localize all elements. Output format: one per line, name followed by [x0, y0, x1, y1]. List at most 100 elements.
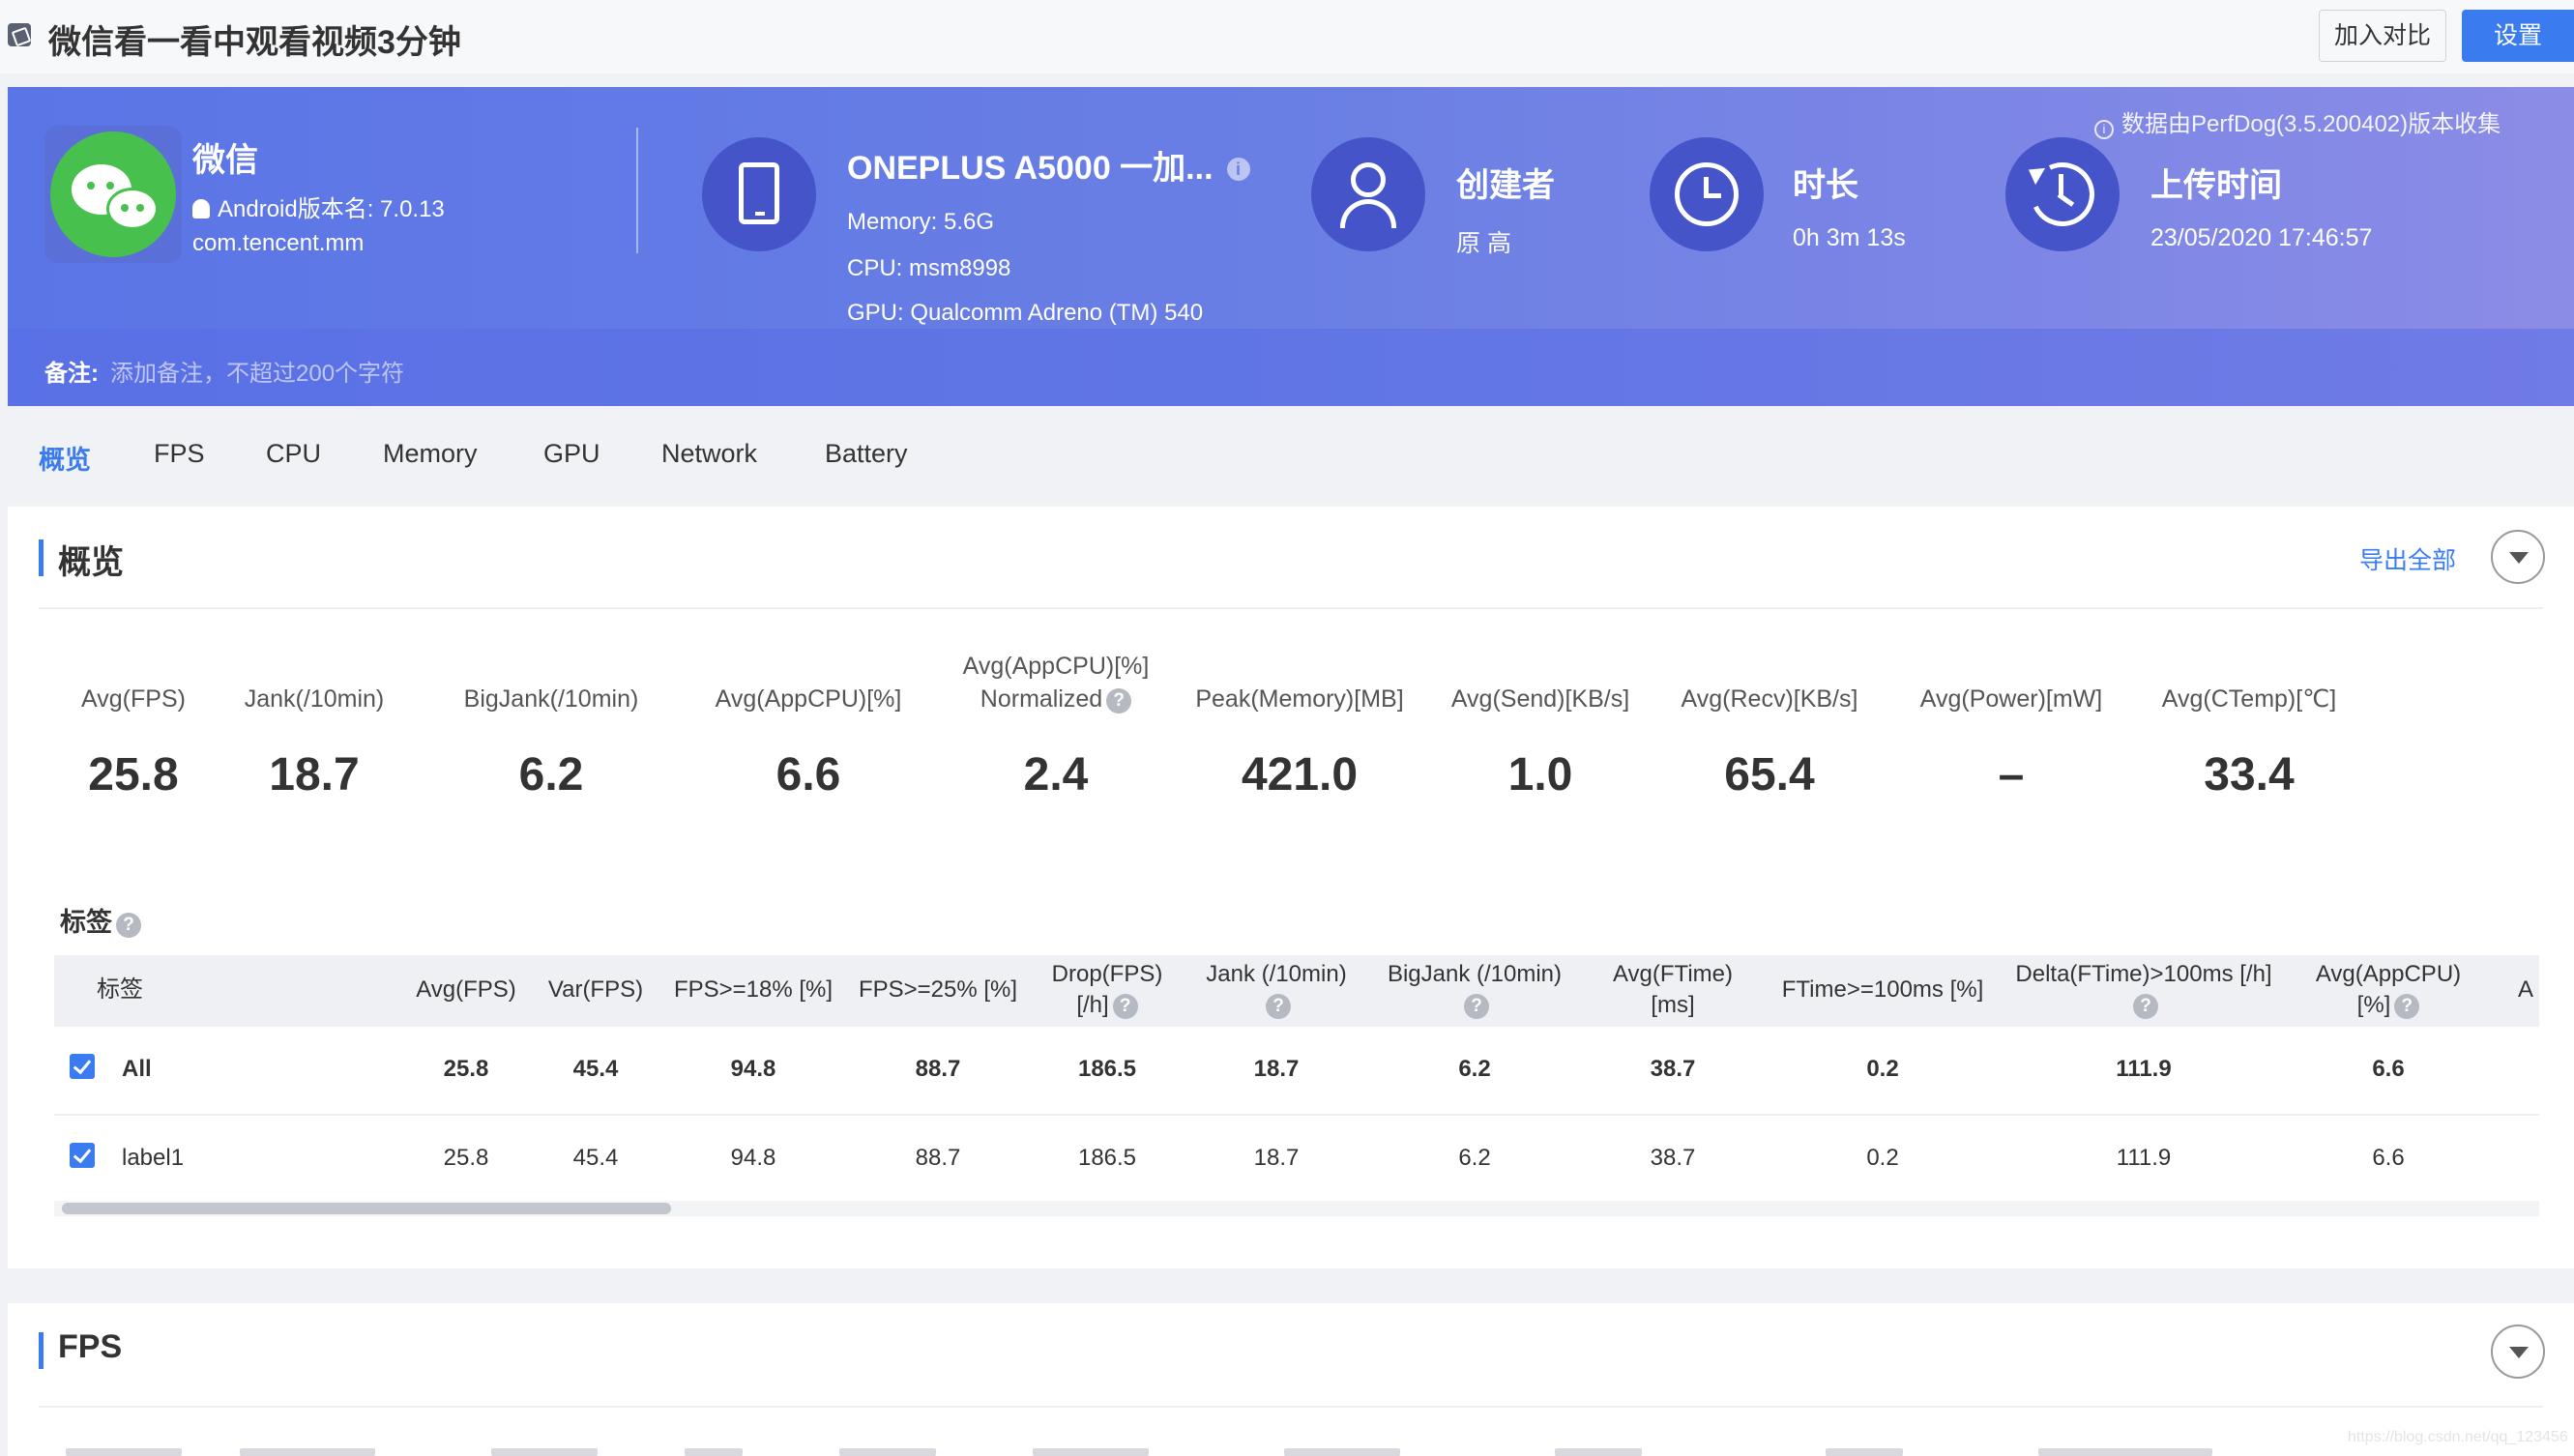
device-name: ONEPLUS A5000 一加... i [847, 141, 1250, 189]
tab-memory[interactable]: Memory [383, 439, 478, 468]
table-header: 标签 Avg(FPS) Var(FPS) FPS>=18% [%] FPS>=25% [… [54, 955, 2539, 1027]
export-all-link[interactable]: 导出全部 [2359, 547, 2457, 574]
metric-label: Avg(Send)[KB/s] [1450, 685, 1630, 713]
metric-label: Avg(AppCPU)[%] Normalized? [962, 653, 1150, 713]
clock-icon [1650, 137, 1764, 251]
collapse-fps-button[interactable] [2491, 1325, 2545, 1379]
table-cell: 94.8 [730, 1056, 776, 1082]
upload-time-label: 上传时间 [2150, 167, 2282, 204]
divider [39, 607, 2543, 609]
add-compare-button[interactable]: 加入对比 [2319, 10, 2446, 62]
device-cpu: CPU: msm8998 [847, 255, 1011, 281]
column-header: A [2517, 976, 2533, 1003]
column-header: Var(FPS) [547, 976, 644, 1003]
clipped-content [491, 1448, 598, 1456]
column-header: FPS>=18% [%] [673, 976, 834, 1003]
metric-value: 1.0 [1507, 749, 1573, 801]
help-icon[interactable]: ? [1106, 688, 1132, 713]
column-header: Jank (/10min)? [1185, 959, 1368, 1021]
column-header: 标签 [97, 976, 143, 1003]
metric-label: Avg(CTemp)[℃] [2161, 685, 2337, 713]
table-cell: 94.8 [730, 1145, 776, 1171]
metric-value: 6.6 [775, 749, 841, 801]
row-checkbox[interactable] [70, 1143, 95, 1168]
perfdog-version-note: i 数据由PerfDog(3.5.200402)版本收集 [2094, 104, 2501, 139]
help-icon[interactable]: ? [2394, 994, 2420, 1019]
device-gpu: GPU: Qualcomm Adreno (TM) 540 [847, 300, 1204, 326]
note-input[interactable]: 添加备注，不超过200个字符 [110, 361, 405, 387]
column-header: Avg(FPS) [416, 976, 516, 1003]
metric-label: Avg(FPS) [81, 685, 186, 713]
horizontal-scrollbar[interactable] [54, 1201, 2539, 1216]
title-bar: 微信看一看中观看视频3分钟 加入对比 设置 [0, 0, 2574, 73]
table-cell: 25.8 [443, 1056, 489, 1082]
info-icon[interactable]: i [1226, 158, 1250, 181]
clipped-content [1284, 1448, 1400, 1456]
table-cell: 18.7 [1253, 1056, 1300, 1082]
tab-battery[interactable]: Battery [825, 439, 908, 468]
metric-label: Avg(AppCPU)[%] [715, 685, 902, 713]
session-info-banner: 微信 Android版本名: 7.0.13 com.tencent.mm ONE… [8, 87, 2574, 406]
table-cell: 186.5 [1077, 1145, 1137, 1171]
table-cell: 45.4 [572, 1056, 619, 1082]
help-icon[interactable]: ? [116, 913, 141, 938]
help-icon[interactable]: ? [1464, 994, 1489, 1019]
clipped-content [685, 1448, 743, 1456]
metric-label: Jank(/10min) [244, 685, 385, 713]
settings-button[interactable]: 设置 [2462, 10, 2574, 62]
page-title: 微信看一看中观看视频3分钟 [48, 24, 461, 61]
table-cell: 6.6 [2372, 1056, 2405, 1082]
metric-value: 18.7 [269, 749, 360, 801]
tab-fps[interactable]: FPS [154, 439, 205, 468]
row-checkbox[interactable] [70, 1054, 95, 1079]
tab-overview[interactable]: 概览 [39, 446, 91, 475]
tags-table: 标签 Avg(FPS) Var(FPS) FPS>=18% [%] FPS>=25% [… [54, 955, 2539, 1236]
tags-title: 标签? [60, 901, 141, 939]
clipped-content [839, 1448, 936, 1456]
creator-value: 原 高 [1456, 230, 1511, 257]
metric-value: 2.4 [1023, 749, 1089, 801]
collapse-overview-button[interactable] [2491, 530, 2545, 584]
help-icon[interactable]: ? [1266, 994, 1291, 1019]
duration-label: 时长 [1793, 167, 1858, 204]
clipped-content [1033, 1448, 1149, 1456]
help-icon[interactable]: ? [2133, 994, 2158, 1019]
report-icon [8, 23, 31, 46]
app-version: Android版本名: 7.0.13 [192, 189, 445, 223]
table-cell: 111.9 [2116, 1056, 2172, 1082]
tab-gpu[interactable]: GPU [543, 439, 600, 468]
metric-value: 65.4 [1724, 749, 1815, 801]
table-cell: 0.2 [1866, 1145, 1899, 1171]
table-cell: 25.8 [443, 1145, 489, 1171]
table-cell: 186.5 [1077, 1056, 1137, 1082]
table-cell: 6.6 [2372, 1145, 2405, 1171]
clipped-content [1826, 1448, 1903, 1456]
overview-card: 概览 导出全部 Avg(FPS) 25.8 Jank(/10min) 18.7 BigJ… [8, 507, 2574, 1268]
note-strip [8, 329, 2574, 406]
metric-label: Peak(Memory)[MB] [1195, 685, 1404, 713]
fps-card: FPS [8, 1303, 2574, 1456]
table-row: label1 25.8 45.4 94.8 88.7 186.5 18.7 6.2 38.7 0.… [54, 1116, 2539, 1205]
column-header: BigJank (/10min)? [1378, 959, 1571, 1021]
table-cell: 6.2 [1458, 1056, 1491, 1082]
metric-label: Avg(Power)[mW] [1919, 685, 2103, 713]
table-cell: 111.9 [2116, 1145, 2172, 1171]
divider [636, 128, 638, 253]
row-label: label1 [122, 1145, 185, 1171]
metric-value: – [1998, 749, 2025, 801]
note-label: 备注: [44, 361, 99, 387]
divider [39, 1406, 2543, 1408]
tab-bar: 概览 FPS CPU Memory GPU Network Battery [8, 418, 2574, 495]
device-memory: Memory: 5.6G [847, 209, 995, 235]
scrollbar-thumb[interactable] [62, 1203, 671, 1214]
table-cell: 45.4 [572, 1145, 619, 1171]
table-row: All 25.8 45.4 94.8 88.7 186.5 18.7 6.2 38.7 0.2 11… [54, 1027, 2539, 1116]
table-cell: 88.7 [915, 1145, 961, 1171]
table-cell: 18.7 [1253, 1145, 1300, 1171]
tab-network[interactable]: Network [661, 439, 758, 468]
wechat-logo-icon [44, 126, 182, 263]
metric-label: Avg(Recv)[KB/s] [1681, 685, 1858, 713]
column-header: Avg(FTime) [ms] [1612, 961, 1733, 1018]
help-icon[interactable]: ? [1112, 994, 1138, 1019]
tab-cpu[interactable]: CPU [266, 439, 322, 468]
